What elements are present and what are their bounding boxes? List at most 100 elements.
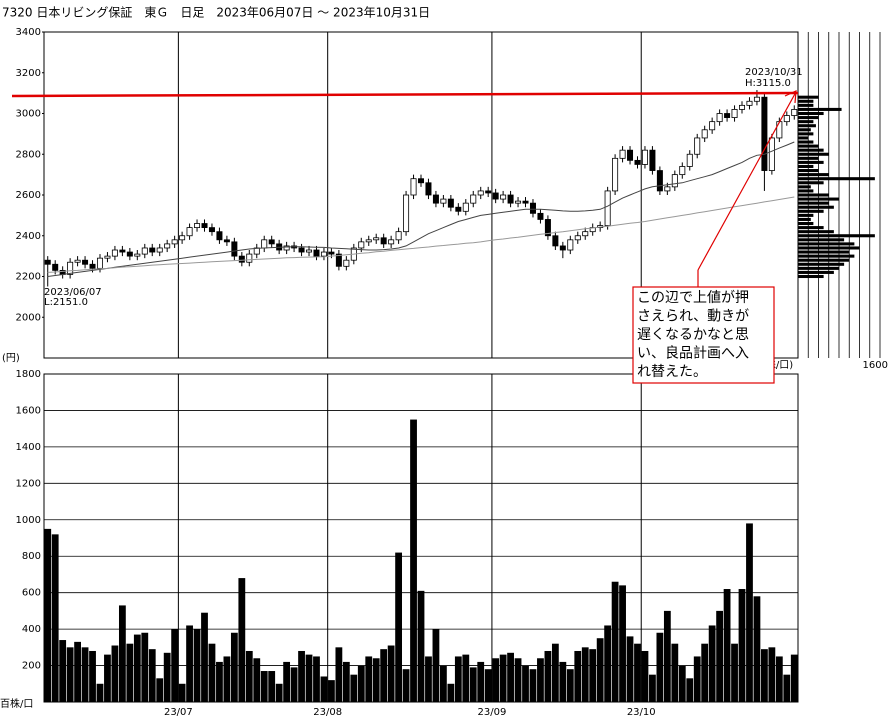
moving-average bbox=[47, 141, 795, 277]
volume-bar bbox=[693, 656, 701, 702]
volume-bar bbox=[619, 585, 626, 702]
profile-bar bbox=[798, 148, 824, 152]
note-line: れ替えた。 bbox=[637, 364, 707, 380]
volume-bar bbox=[268, 671, 276, 702]
volume-bar bbox=[484, 669, 492, 702]
note-line: この辺で上値が押 bbox=[637, 290, 749, 306]
volume-bar bbox=[768, 647, 776, 702]
volume-bar bbox=[746, 523, 753, 702]
volume-bar bbox=[402, 669, 410, 702]
candle-body bbox=[335, 253, 342, 267]
volume-bar bbox=[753, 596, 761, 702]
candle-body bbox=[761, 96, 768, 171]
profile-bar bbox=[798, 266, 839, 270]
candle-body bbox=[724, 113, 731, 118]
profile-bar bbox=[798, 230, 834, 234]
low-label: L:2151.0 bbox=[44, 297, 88, 308]
candle-body bbox=[358, 241, 365, 249]
y-tick-label: 600 bbox=[22, 588, 41, 599]
candle-body bbox=[671, 174, 678, 188]
profile-bar bbox=[798, 95, 819, 99]
x-tick-label: 23/09 bbox=[478, 707, 507, 718]
volume-bar bbox=[141, 632, 149, 702]
profile-bar bbox=[798, 144, 819, 148]
note-line: い、良品計画へ入 bbox=[637, 346, 749, 362]
volume-bar bbox=[118, 605, 126, 702]
volume-bar bbox=[395, 552, 403, 702]
candle-body bbox=[126, 251, 133, 257]
candle-body bbox=[52, 263, 59, 271]
volume-bar bbox=[238, 578, 246, 702]
candle-body bbox=[500, 194, 507, 200]
volume-bar bbox=[663, 610, 671, 702]
candle-body bbox=[619, 149, 626, 159]
volume-bar bbox=[716, 610, 724, 702]
candle-body bbox=[395, 231, 402, 241]
volume-bar bbox=[216, 661, 223, 702]
volume-bar bbox=[66, 647, 74, 702]
volume-bar bbox=[253, 658, 261, 702]
volume-bar bbox=[171, 629, 179, 702]
candle-body bbox=[753, 96, 760, 102]
profile-bar bbox=[798, 274, 824, 279]
note-line: 遅くなるかなと思 bbox=[637, 327, 749, 343]
resistance-line bbox=[11, 91, 799, 98]
chart-title: 7320 日本リビング保証 東Ｇ 日足 2023年06月07日 ～ 2023年1… bbox=[2, 6, 430, 20]
volume-bar bbox=[447, 683, 455, 702]
candle-body bbox=[679, 166, 686, 176]
candle-body bbox=[410, 178, 417, 196]
candle-body bbox=[507, 194, 514, 204]
y-tick-label: 400 bbox=[22, 624, 41, 635]
volume-bar bbox=[313, 656, 320, 702]
candle-body bbox=[104, 255, 111, 259]
profile-bar bbox=[798, 107, 842, 111]
candle-body bbox=[477, 190, 484, 196]
volume-bar bbox=[656, 632, 664, 702]
volume-bar bbox=[96, 683, 104, 702]
candle-body bbox=[134, 253, 141, 257]
volume-bar bbox=[372, 658, 380, 702]
candle-body bbox=[462, 202, 469, 212]
candle-body bbox=[171, 239, 178, 245]
arrow-head bbox=[784, 90, 797, 104]
volume-bar bbox=[708, 625, 716, 702]
candle-body bbox=[783, 115, 790, 123]
volume-bar bbox=[148, 649, 156, 702]
candle-body bbox=[709, 121, 716, 131]
volume-unit: 百株/口 bbox=[0, 697, 33, 710]
candle-body bbox=[768, 137, 775, 171]
candle-body bbox=[776, 121, 783, 139]
candle-body bbox=[44, 259, 51, 265]
volume-bar bbox=[723, 589, 731, 702]
low-date: 2023/06/07 bbox=[44, 287, 102, 298]
volume-bar bbox=[604, 625, 612, 702]
profile-bar bbox=[798, 164, 814, 169]
note-line: さえられ、動きが bbox=[637, 309, 749, 325]
candle-body bbox=[298, 247, 305, 253]
volume-bar bbox=[626, 636, 634, 702]
candle-body bbox=[186, 227, 193, 237]
volume-bar bbox=[201, 612, 208, 702]
volume-bar bbox=[701, 643, 709, 702]
candle-body bbox=[119, 249, 126, 253]
volume-bar bbox=[432, 629, 440, 702]
candle-body bbox=[223, 239, 230, 243]
profile-bar bbox=[798, 201, 829, 205]
profile-bar bbox=[798, 103, 814, 107]
candle-body bbox=[365, 239, 372, 243]
volume-bar bbox=[790, 654, 798, 702]
volume-bar bbox=[111, 645, 119, 702]
volume-bar bbox=[566, 669, 574, 702]
profile-bar bbox=[798, 197, 839, 201]
volume-bar bbox=[357, 665, 365, 702]
candle-body bbox=[380, 237, 387, 245]
candle-body bbox=[425, 182, 432, 196]
volume-bar bbox=[223, 656, 231, 702]
volume-bar bbox=[320, 676, 328, 702]
candle-body bbox=[89, 263, 96, 269]
volume-bar bbox=[507, 652, 514, 702]
volume-bar bbox=[410, 419, 417, 702]
profile-bar bbox=[798, 254, 855, 258]
note-box bbox=[632, 286, 775, 384]
arrow-line bbox=[697, 91, 797, 271]
